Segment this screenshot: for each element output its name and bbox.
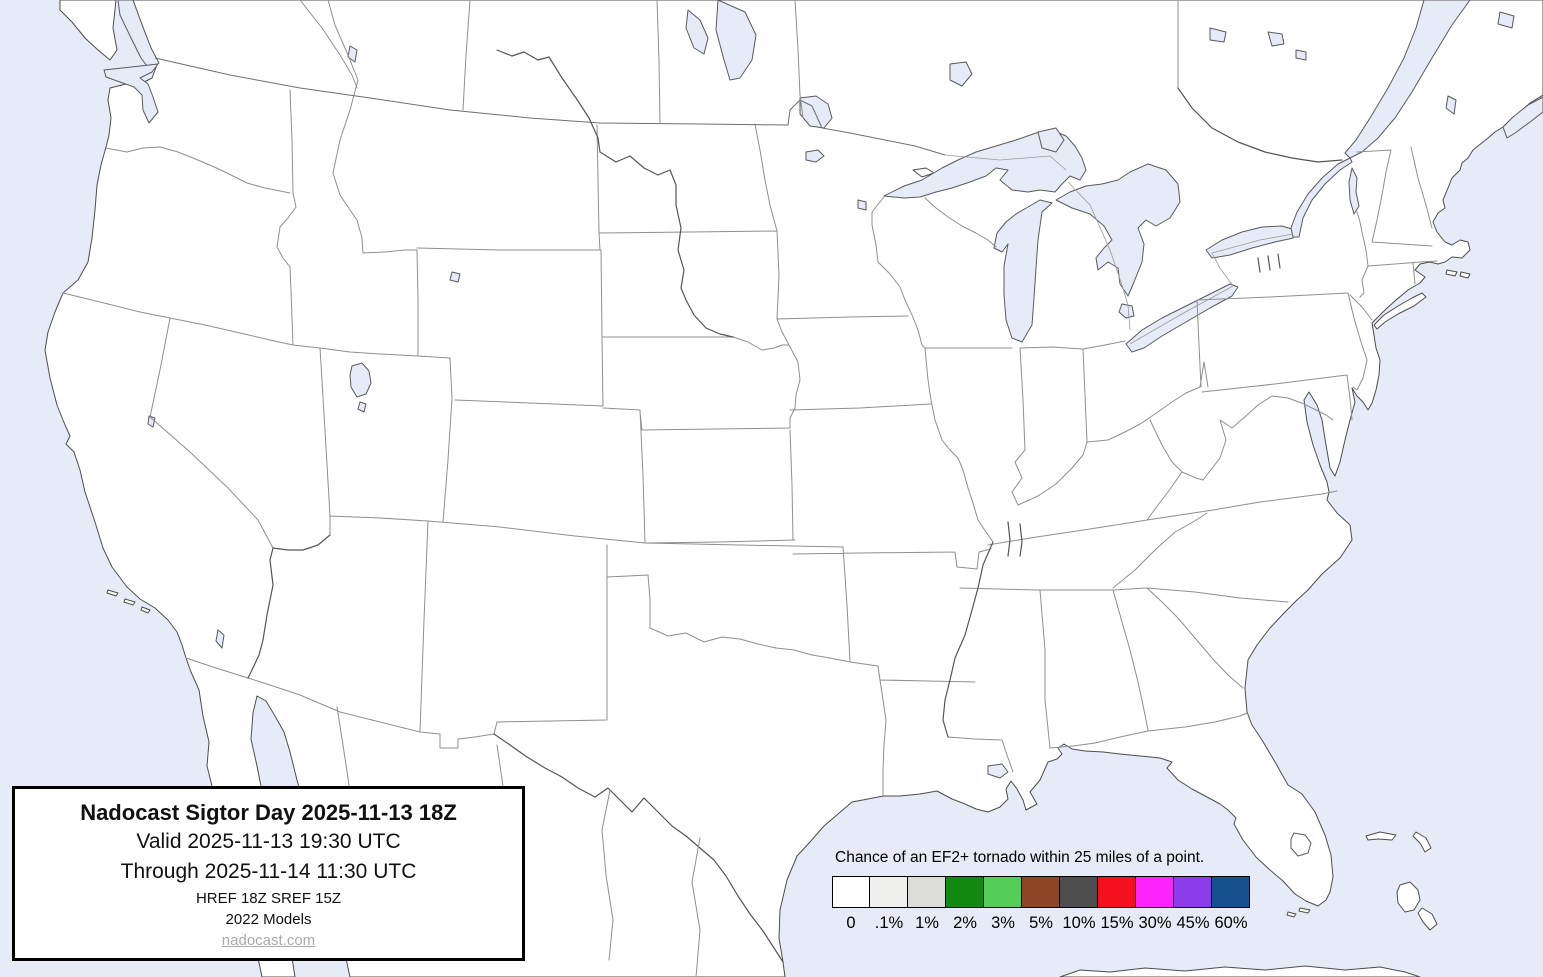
andros: [1396, 881, 1421, 913]
legend-stop: .1%: [869, 876, 908, 933]
lake-tahoe: [147, 415, 156, 428]
yellowstone-lake: [449, 271, 461, 283]
lake-michigan: [993, 199, 1053, 343]
legend-stop-label: .1%: [874, 914, 904, 932]
legend-stop: 60%: [1211, 876, 1250, 933]
model-inputs: HREF 18Z SREF 15Z: [195, 890, 342, 907]
cuba-coast: [1059, 965, 1421, 977]
moosehead-lake: [1445, 95, 1457, 115]
st-lawrence-river: [1290, 157, 1353, 238]
legend-color-swatch: [907, 876, 946, 908]
legend-stop: 45%: [1173, 876, 1212, 933]
legend-color-swatch: [1021, 876, 1060, 908]
marthas-vineyard: [1445, 269, 1458, 277]
legend-stop-label: 0: [846, 914, 856, 932]
puget-sound: [103, 63, 159, 124]
lake-winnipeg: [715, 0, 757, 81]
legend-stop: 30%: [1135, 876, 1174, 933]
continent-landmass: [44, 0, 1543, 977]
legend-stop-label: 30%: [1138, 914, 1172, 932]
nadocast-site-link[interactable]: nadocast.com: [221, 932, 316, 949]
interior-rivers: [496, 49, 1281, 557]
legend-color-swatch: [1097, 876, 1136, 908]
red-lake: [805, 149, 825, 163]
legend-stop: 1%: [907, 876, 946, 933]
lake-pontchartrain: [987, 763, 1009, 779]
legend-color-swatch: [869, 876, 908, 908]
model-year: 2022 Models: [225, 911, 312, 928]
legend-color-swatch: [983, 876, 1022, 908]
legend-stop-label: 2%: [953, 914, 977, 932]
through-time: Through 2025-11-14 11:30 UTC: [120, 860, 417, 883]
legend-stop-label: 45%: [1176, 914, 1210, 932]
lake-manitoba: [685, 9, 709, 55]
legend-stop-label: 3%: [991, 914, 1015, 932]
legend-color-swatch: [1059, 876, 1098, 908]
forecast-title-box: Nadocast Sigtor Day 2025-11-13 18Z Valid…: [12, 786, 525, 961]
legend-color-swatch: [832, 876, 870, 908]
salton-sea: [215, 629, 225, 649]
probability-legend: Chance of an EF2+ tornado within 25 mile…: [832, 849, 1250, 933]
legend-color-swatch: [1135, 876, 1174, 908]
legend-color-swatch: [1173, 876, 1212, 908]
legend-swatch-row: 0 .1% 1% 2% 3% 5% 10%: [832, 876, 1250, 933]
flathead-lake: [347, 45, 358, 63]
lake-erie: [1125, 283, 1239, 353]
legend-stop: 10%: [1059, 876, 1098, 933]
islands: [59, 0, 1471, 977]
legend-stop-label: 10%: [1062, 914, 1096, 932]
lake-champlain: [1348, 167, 1360, 215]
lake-huron: [1055, 163, 1181, 297]
forecast-title: Nadocast Sigtor Day 2025-11-13 18Z: [80, 800, 457, 825]
great-lakes: [103, 0, 1543, 353]
great-salt-lake: [349, 362, 372, 398]
ottawa-river: [1177, 87, 1343, 163]
legend-stop-label: 1%: [915, 914, 939, 932]
bay-of-fundy: [1502, 96, 1543, 139]
lake-nipigon: [1037, 127, 1065, 153]
eleuthera: [1417, 907, 1438, 931]
legend-stop-label: 60%: [1214, 914, 1248, 932]
legend-stop: 5%: [1021, 876, 1060, 933]
legend-caption: Chance of an EF2+ tornado within 25 mile…: [835, 849, 1205, 866]
legend-stop-label: 15%: [1100, 914, 1134, 932]
legend-stop: 3%: [983, 876, 1022, 933]
legend-stop: 2%: [945, 876, 984, 933]
grand-bahama: [1365, 831, 1397, 841]
legend-stop-label: 5%: [1029, 914, 1053, 932]
vancouver-island: [59, 0, 118, 61]
state-borders: [62, 0, 1438, 798]
lake-superior: [883, 129, 1087, 199]
nantucket: [1459, 271, 1471, 279]
valid-time: Valid 2025-11-13 19:30 UTC: [136, 830, 401, 853]
legend-stop: 15%: [1097, 876, 1136, 933]
lake-okeechobee: [1290, 832, 1312, 857]
st-lawrence-estuary: [1344, 0, 1471, 159]
abaco: [1412, 831, 1432, 853]
lake-st-clair: [1118, 303, 1135, 319]
florida-keys: [1298, 907, 1311, 914]
legend-color-swatch: [945, 876, 984, 908]
legend-color-swatch: [1211, 876, 1250, 908]
long-island: [1373, 292, 1427, 330]
legend-stop: 0: [832, 876, 870, 933]
canada-us-border: [154, 57, 1294, 345]
river-borders: [247, 534, 994, 963]
small-lakes: [147, 0, 1515, 857]
